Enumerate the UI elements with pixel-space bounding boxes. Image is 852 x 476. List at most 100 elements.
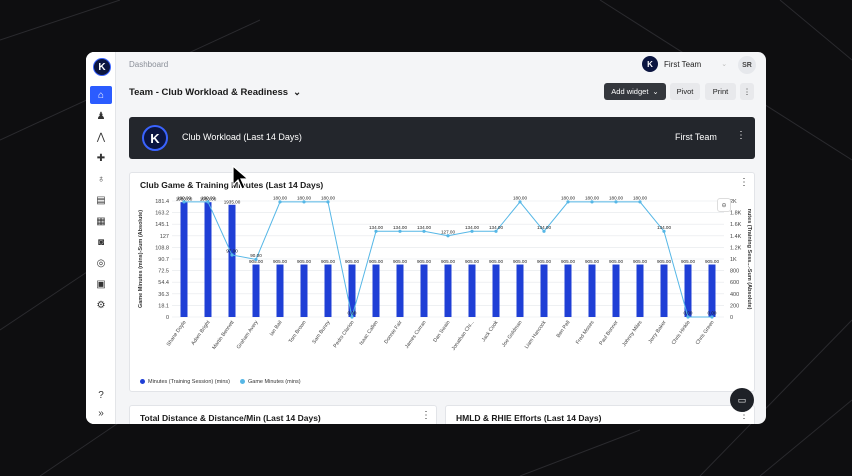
card-more-icon[interactable]: ⋮ <box>421 410 431 421</box>
right-tick-label: 0 <box>730 315 733 321</box>
x-tick-label: Chris Green <box>695 320 716 346</box>
bar-training <box>372 264 380 317</box>
game-minutes-point <box>398 229 402 233</box>
bar-data-label: 905.00 <box>321 259 335 264</box>
line-data-label: 180.00 <box>633 195 647 200</box>
bar-data-label: 905.00 <box>585 259 599 264</box>
athlete-icon[interactable]: ♟ <box>96 110 106 122</box>
bar-data-label: 1980.00 <box>200 197 217 202</box>
squad-icon[interactable]: ⋀ <box>96 131 106 143</box>
mouse-cursor-icon <box>232 165 250 190</box>
game-minutes-point <box>422 229 426 233</box>
bar-training <box>324 264 332 317</box>
bar-data-label: 905.00 <box>609 259 623 264</box>
bar-training <box>684 264 692 317</box>
calendar-icon[interactable]: ▦ <box>96 215 106 227</box>
line-data-label: 134.00 <box>657 225 671 230</box>
legend-item-training[interactable]: Minutes (Training Session) (mins) <box>140 379 230 385</box>
medical-icon[interactable]: ✚ <box>96 152 106 164</box>
right-tick-label: 400 <box>730 292 739 298</box>
bar-training <box>492 264 500 317</box>
messages-icon[interactable]: ◎ <box>96 257 106 269</box>
x-tick-label: Chris Hinkle <box>671 320 692 346</box>
bar-training <box>564 264 572 317</box>
game-minutes-point <box>566 200 570 204</box>
avatar[interactable]: SR <box>738 56 756 74</box>
bar-training <box>468 264 476 317</box>
y-axis-label-right: nutes (Training Sess...-Sum (Absolute) <box>746 209 752 310</box>
bar-training <box>636 264 644 317</box>
bar-training <box>444 264 452 317</box>
bar-training <box>588 264 596 317</box>
bar-training <box>204 202 212 317</box>
line-data-label: 180.00 <box>273 195 287 200</box>
hmld-chart-card: HMLD & RHIE Efforts (Last 14 Days) ⋮ <box>445 405 755 424</box>
bar-data-label: 905.00 <box>273 259 287 264</box>
chevron-down-icon: ⌄ <box>293 87 302 98</box>
card-title: HMLD & RHIE Efforts (Last 14 Days) <box>456 413 602 423</box>
left-tick-label: 181.4 <box>155 199 169 205</box>
team-switcher[interactable]: K First Team ⌄ <box>642 56 727 72</box>
bar-data-label: 905.00 <box>297 259 311 264</box>
camera-icon[interactable]: ◙ <box>97 236 105 248</box>
bar-training <box>300 264 308 317</box>
x-tick-label: Donnie Fair <box>383 319 403 345</box>
line-data-label: 134.00 <box>465 225 479 230</box>
add-widget-button[interactable]: Add widget ⌄ <box>604 83 666 100</box>
clipboard-icon[interactable]: ▤ <box>96 194 106 206</box>
banner-more-icon[interactable]: ⋮ <box>736 130 746 141</box>
x-tick-label: Sam Bunny <box>311 319 332 345</box>
game-minutes-point <box>278 200 282 204</box>
zoom-reset-icon[interactable]: ⊖ <box>717 198 731 212</box>
legend-label: Minutes (Training Session) (mins) <box>148 379 231 385</box>
x-tick-label: Paul Bonner <box>598 319 619 346</box>
game-minutes-point <box>470 229 474 233</box>
line-data-label: 134.00 <box>417 225 431 230</box>
expand-sidebar-icon[interactable]: » <box>98 407 104 419</box>
game-minutes-point <box>518 200 522 204</box>
banner-team: First Team <box>675 132 717 142</box>
bar-data-label: 905.00 <box>393 259 407 264</box>
line-data-label: 134.00 <box>489 225 503 230</box>
help-icon[interactable]: ? <box>98 389 104 401</box>
chart-more-icon[interactable]: ⋮ <box>739 177 749 188</box>
app-logo[interactable]: K <box>93 58 111 76</box>
breadcrumb[interactable]: Dashboard <box>129 60 169 69</box>
settings-icon[interactable]: ⚙ <box>96 299 106 311</box>
chat-icon[interactable]: ▭ <box>730 388 754 412</box>
x-tick-label: Fred Moses <box>575 319 596 345</box>
x-tick-label: Johnny Miles <box>621 319 644 348</box>
bar-data-label: 905.00 <box>345 259 359 264</box>
dashboard-selector[interactable]: Team - Club Workload & Readiness ⌄ <box>129 87 301 98</box>
bar-training <box>540 264 548 317</box>
more-options-button[interactable]: ⋮ <box>740 83 754 100</box>
media-icon[interactable]: ▣ <box>96 278 106 290</box>
chevron-down-icon: ⌄ <box>652 87 659 96</box>
bar-data-label: 905.00 <box>465 259 479 264</box>
workload-banner: K Club Workload (Last 14 Days) First Tea… <box>129 117 755 159</box>
line-data-label: 180.00 <box>609 195 623 200</box>
x-tick-label: Joe Goldman <box>501 320 524 349</box>
line-data-label: 180.00 <box>177 195 191 200</box>
bar-training <box>660 264 668 317</box>
bar-training <box>516 264 524 317</box>
right-tick-label: 1.4K <box>730 234 742 240</box>
print-button[interactable]: Print <box>705 83 736 100</box>
stethoscope-icon[interactable]: ♁ <box>97 173 105 185</box>
bar-data-label: 905.00 <box>417 259 431 264</box>
page-title: Team - Club Workload & Readiness <box>129 87 289 98</box>
left-tick-label: 145.1 <box>155 222 169 228</box>
bar-data-label: 905.00 <box>561 259 575 264</box>
legend-item-game[interactable]: Game Minutes (mins) <box>240 379 301 385</box>
pivot-button[interactable]: Pivot <box>670 83 700 100</box>
bar-training <box>348 264 356 317</box>
left-tick-label: 127 <box>160 234 169 240</box>
line-data-label: 0.00 <box>348 311 357 316</box>
distance-chart-card: Total Distance & Distance/Min (Last 14 D… <box>129 405 437 424</box>
x-tick-label: Tom Brown <box>288 320 308 345</box>
dashboard-icon[interactable]: ⌂ <box>90 86 112 104</box>
left-tick-label: 36.3 <box>158 292 169 298</box>
game-minutes-point <box>350 315 354 319</box>
bar-data-label: 1980.00 <box>176 197 193 202</box>
card-more-icon[interactable]: ⋮ <box>739 410 749 421</box>
